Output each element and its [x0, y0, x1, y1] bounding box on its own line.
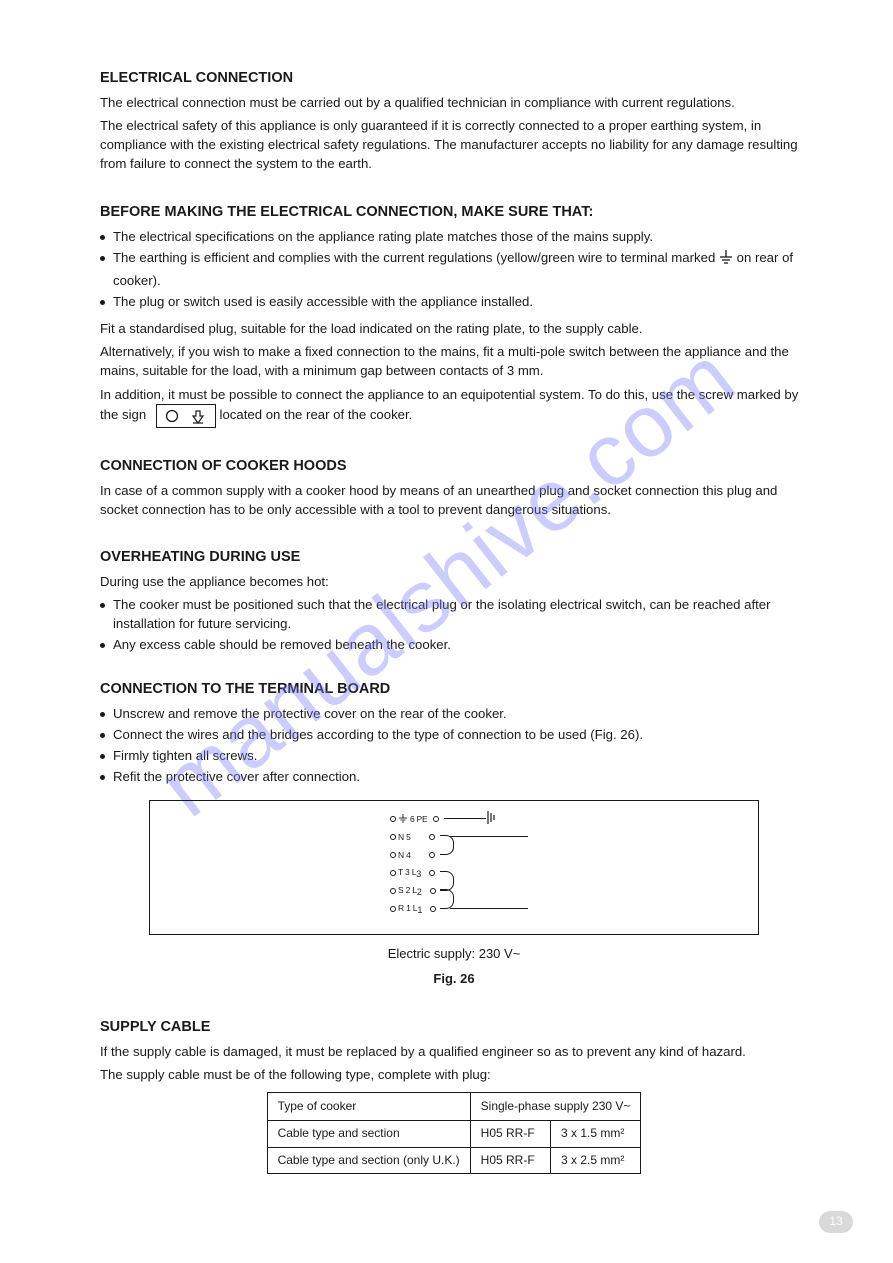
bullet-text: The earthing is efficient and complies w… — [113, 248, 808, 290]
bullet-icon — [100, 754, 105, 759]
bridge-icon — [440, 871, 454, 891]
bullet-icon — [100, 603, 105, 608]
heading-overheating: OVERHEATING DURING USE — [100, 547, 808, 568]
heading-supply-cable: SUPPLY CABLE — [100, 1017, 808, 1038]
table-cell: 3 x 2.5 mm² — [551, 1147, 641, 1173]
bullet-text: The plug or switch used is easily access… — [113, 292, 533, 311]
paragraph: The supply cable must be of the followin… — [100, 1065, 808, 1084]
table-cell: 3 x 1.5 mm² — [551, 1121, 641, 1147]
page-number: 13 — [829, 1213, 842, 1230]
table-cell: H05 RR-F — [470, 1121, 550, 1147]
bullet-icon — [100, 256, 105, 261]
wire-line — [450, 836, 528, 837]
heading-before-connection: BEFORE MAKING THE ELECTRICAL CONNECTION,… — [100, 202, 808, 223]
bullet-icon — [100, 300, 105, 305]
terminal-row-n5: N 5 — [390, 829, 437, 845]
paragraph: Fit a standardised plug, suitable for th… — [100, 319, 808, 338]
table-row: Cable type and section H05 RR-F 3 x 1.5 … — [267, 1121, 641, 1147]
bridge-icon — [440, 889, 454, 909]
table-row: Cable type and section (only U.K.) H05 R… — [267, 1147, 641, 1173]
heading-electrical-connection: ELECTRICAL CONNECTION — [100, 68, 808, 89]
bullet-item: Unscrew and remove the protective cover … — [100, 704, 808, 723]
bullet-item: Any excess cable should be removed benea… — [100, 635, 808, 654]
bullet-item: The electrical specifications on the app… — [100, 227, 808, 246]
terminal-diagram-box: 6 PE N 5 N 4 T 3 L3 S 2 L2 R 1 L1 — [149, 800, 759, 935]
paragraph: During use the appliance becomes hot: — [100, 572, 808, 591]
earth-icon — [398, 814, 408, 824]
equipotential-symbol-box — [156, 404, 216, 428]
bullet-text: Any excess cable should be removed benea… — [113, 635, 451, 654]
heading-cooker-hoods: CONNECTION OF COOKER HOODS — [100, 456, 808, 477]
bridge-icon — [440, 835, 454, 855]
terminal-diagram: 6 PE N 5 N 4 T 3 L3 S 2 L2 R 1 L1 — [390, 811, 720, 926]
intro-paragraph-1: The electrical connection must be carrie… — [100, 93, 808, 112]
paragraph: In case of a common supply with a cooker… — [100, 481, 808, 519]
figure-label: Fig. 26 — [100, 970, 808, 989]
bullet-item: The plug or switch used is easily access… — [100, 292, 808, 311]
table-header: Single-phase supply 230 V~ — [470, 1093, 641, 1121]
intro-paragraph-2: The electrical safety of this appliance … — [100, 116, 808, 173]
terminal-row-n4: N 4 — [390, 847, 437, 863]
bullet-item: Refit the protective cover after connect… — [100, 767, 808, 786]
paragraph: If the supply cable is damaged, it must … — [100, 1042, 808, 1061]
earth-icon — [486, 809, 504, 827]
bullet-item: The cooker must be positioned such that … — [100, 595, 808, 633]
bullet-text: The electrical specifications on the app… — [113, 227, 653, 246]
bullet-text: The cooker must be positioned such that … — [113, 595, 808, 633]
table-row: Type of cooker Single-phase supply 230 V… — [267, 1093, 641, 1121]
table-header: Type of cooker — [267, 1093, 470, 1121]
table-cell: Cable type and section — [267, 1121, 470, 1147]
terminal-row-pe: 6 PE — [390, 811, 441, 827]
bullet-icon — [100, 733, 105, 738]
cable-spec-table: Type of cooker Single-phase supply 230 V… — [267, 1092, 642, 1174]
wire-line — [450, 908, 528, 909]
bullet-text: Unscrew and remove the protective cover … — [113, 704, 507, 723]
bullet-icon — [100, 235, 105, 240]
terminal-row-s2: S 2 L2 — [390, 883, 438, 899]
table-cell: Cable type and section (only U.K.) — [267, 1147, 470, 1173]
terminal-row-t3: T 3 L3 — [390, 865, 437, 881]
bullet-text: Firmly tighten all screws. — [113, 746, 257, 765]
heading-terminal-board: CONNECTION TO THE TERMINAL BOARD — [100, 679, 808, 700]
diagram-caption: Electric supply: 230 V~ — [100, 945, 808, 964]
bullet-text: Refit the protective cover after connect… — [113, 767, 360, 786]
bullet-icon — [100, 775, 105, 780]
terminal-row-r1: R 1 L1 — [390, 901, 438, 917]
bullet-item: Firmly tighten all screws. — [100, 746, 808, 765]
paragraph-part: located on the rear of the cooker. — [220, 407, 413, 422]
bullet-text: Connect the wires and the bridges accord… — [113, 725, 643, 744]
bullet-item: The earthing is efficient and complies w… — [100, 248, 808, 290]
earth-icon — [719, 250, 733, 271]
bullet-icon — [100, 712, 105, 717]
table-cell: H05 RR-F — [470, 1147, 550, 1173]
paragraph: In addition, it must be possible to conn… — [100, 385, 808, 428]
bullet-icon — [100, 643, 105, 648]
wire-line — [444, 818, 486, 819]
page-number-badge: 13 — [819, 1211, 853, 1233]
bullet-text-part: The earthing is efficient and complies w… — [113, 250, 715, 265]
paragraph: Alternatively, if you wish to make a fix… — [100, 342, 808, 380]
bullet-item: Connect the wires and the bridges accord… — [100, 725, 808, 744]
